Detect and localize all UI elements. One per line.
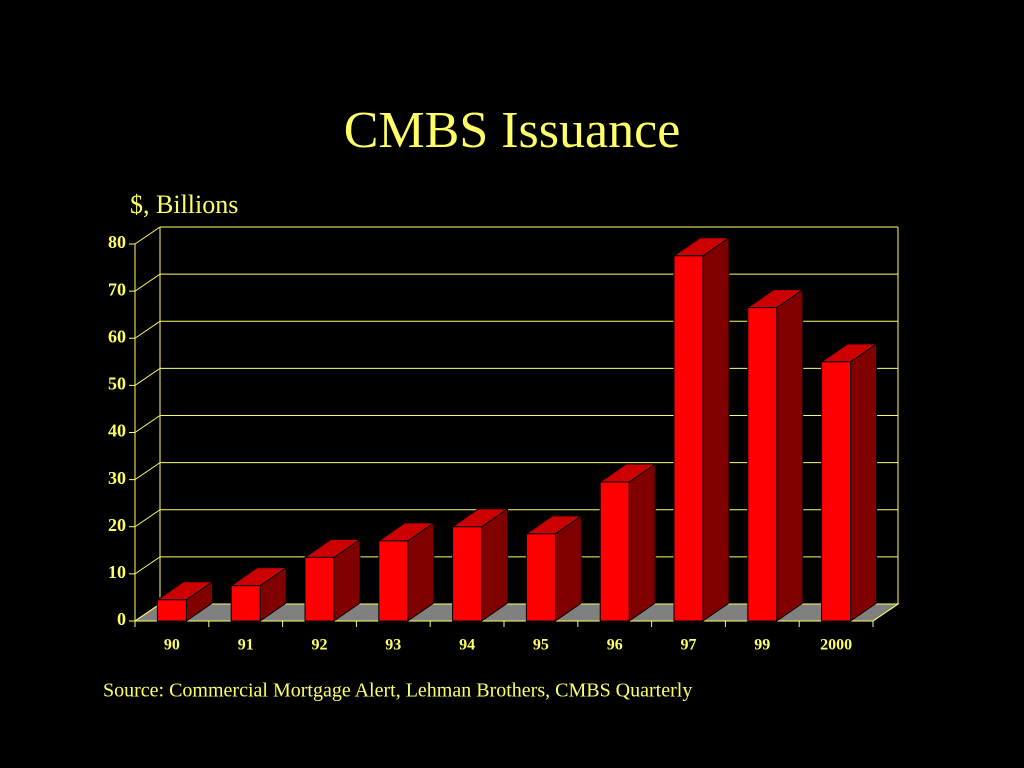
- bar: [525, 533, 556, 622]
- grid-line: [134, 320, 161, 339]
- x-tick-label: 97: [681, 637, 697, 654]
- y-tick-label: 40: [108, 421, 126, 441]
- y-tick-label: 60: [108, 326, 126, 346]
- grid-line: [134, 462, 161, 481]
- y-tick-label: 70: [108, 279, 126, 299]
- bar-side: [776, 288, 804, 622]
- grid-line: [134, 415, 161, 433]
- y-tick-label: 30: [108, 468, 126, 488]
- chart-title: CMBS Issuance: [344, 102, 681, 159]
- x-tick-label: 95: [533, 637, 549, 654]
- bar: [673, 255, 704, 622]
- y-tick-label: 0: [117, 609, 126, 629]
- x-tick-label: 96: [607, 637, 623, 654]
- bar: [747, 307, 778, 622]
- x-tick-label: 99: [754, 637, 770, 654]
- grid-line: [134, 509, 161, 528]
- x-tick-label: 90: [164, 637, 180, 654]
- bar-side: [850, 342, 878, 622]
- floor-edge: [872, 603, 899, 622]
- grid-line: [134, 273, 161, 292]
- bar-side: [702, 236, 730, 622]
- bar: [599, 481, 630, 622]
- y-tick-label: 10: [108, 562, 126, 582]
- grid-line: [134, 367, 161, 386]
- x-tick-label: 2000: [820, 637, 852, 654]
- bar: [304, 556, 335, 622]
- x-tick-label: 94: [459, 637, 475, 654]
- bar-side: [628, 463, 656, 622]
- bar: [156, 599, 187, 622]
- grid-line: [134, 226, 161, 245]
- grid-line: [134, 603, 161, 622]
- bar-side: [481, 507, 509, 622]
- y-tick-label: 80: [108, 232, 126, 252]
- grid-line: [134, 556, 161, 575]
- source-note: Source: Commercial Mortgage Alert, Lehma…: [103, 680, 692, 702]
- bar: [452, 526, 483, 622]
- x-tick-label: 92: [312, 637, 328, 654]
- y-axis-label: $, Billions: [130, 190, 238, 219]
- bar: [821, 361, 852, 622]
- bar: [230, 585, 261, 622]
- y-tick-label: 20: [108, 515, 126, 535]
- bar: [378, 540, 409, 622]
- x-tick-label: 91: [238, 637, 254, 654]
- y-tick-label: 50: [108, 374, 126, 394]
- x-tick-label: 93: [385, 637, 401, 654]
